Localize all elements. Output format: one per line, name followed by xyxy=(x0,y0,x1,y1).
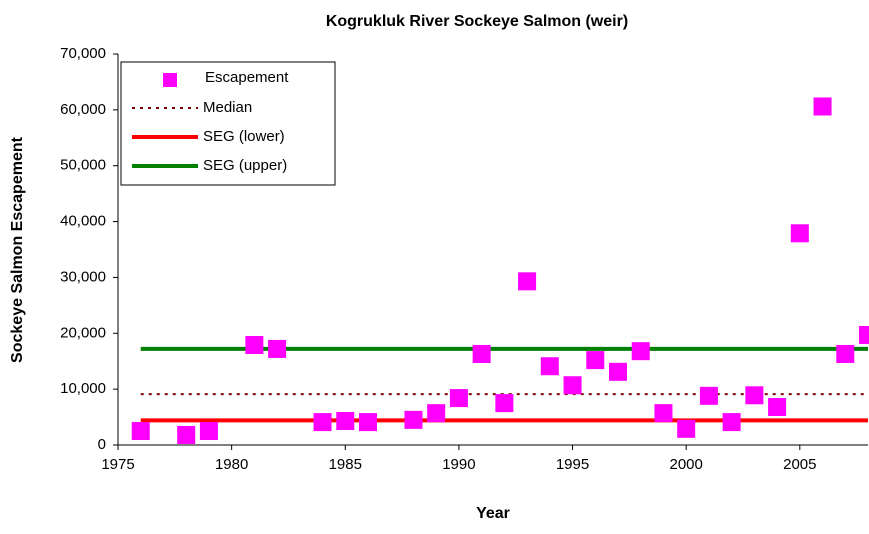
data-point xyxy=(177,425,196,444)
data-point xyxy=(745,386,764,405)
data-point xyxy=(836,344,855,363)
y-tick-label: 20,000 xyxy=(60,324,106,341)
y-tick-label: 70,000 xyxy=(60,45,106,62)
y-axis-title: Sockeye Salmon Escapement xyxy=(9,136,26,363)
data-point xyxy=(268,339,287,358)
legend-swatch xyxy=(163,73,177,87)
data-point xyxy=(654,404,673,423)
data-point xyxy=(359,413,377,432)
data-point xyxy=(859,325,869,344)
data-point xyxy=(609,362,627,381)
plot-area xyxy=(131,97,869,444)
legend-label: SEG (lower) xyxy=(203,128,285,145)
chart-title: Kogrukluk River Sockeye Salmon (weir) xyxy=(326,13,628,30)
data-point xyxy=(495,394,514,413)
x-tick-label: 1990 xyxy=(442,456,475,473)
x-tick-label: 2005 xyxy=(783,456,816,473)
data-point xyxy=(813,97,832,116)
x-tick-label: 2000 xyxy=(669,456,702,473)
data-point xyxy=(631,342,650,361)
y-tick-label: 40,000 xyxy=(60,213,106,230)
legend-label: Escapement xyxy=(205,69,289,86)
data-point xyxy=(768,398,787,417)
y-tick-label: 10,000 xyxy=(60,380,106,397)
data-point xyxy=(699,386,718,405)
data-point xyxy=(427,404,446,423)
data-point xyxy=(540,357,559,376)
x-tick-label: 1980 xyxy=(215,456,248,473)
x-tick-label: 1975 xyxy=(101,456,134,473)
data-point xyxy=(472,344,491,363)
x-tick-label: 1995 xyxy=(556,456,589,473)
y-tick-label: 30,000 xyxy=(60,268,106,285)
data-point xyxy=(586,351,605,370)
x-axis-title: Year xyxy=(476,505,510,522)
data-point xyxy=(336,411,355,430)
data-point xyxy=(563,376,582,395)
data-point xyxy=(518,272,537,291)
data-point xyxy=(722,413,741,432)
x-tick-label: 1985 xyxy=(329,456,362,473)
data-point xyxy=(404,410,423,429)
data-point xyxy=(790,224,809,243)
data-point xyxy=(245,336,264,355)
y-tick-label: 0 xyxy=(98,436,106,453)
data-point xyxy=(131,422,150,441)
data-point xyxy=(313,413,332,432)
legend: Escapement Median SEG (lower) SEG (upper) xyxy=(120,61,336,186)
y-tick-label: 60,000 xyxy=(60,101,106,118)
legend-label: Median xyxy=(203,99,252,116)
data-point xyxy=(199,422,218,441)
y-tick-label: 50,000 xyxy=(60,157,106,174)
data-point xyxy=(677,419,696,438)
data-point xyxy=(449,389,468,408)
legend-label: SEG (upper) xyxy=(203,157,287,174)
